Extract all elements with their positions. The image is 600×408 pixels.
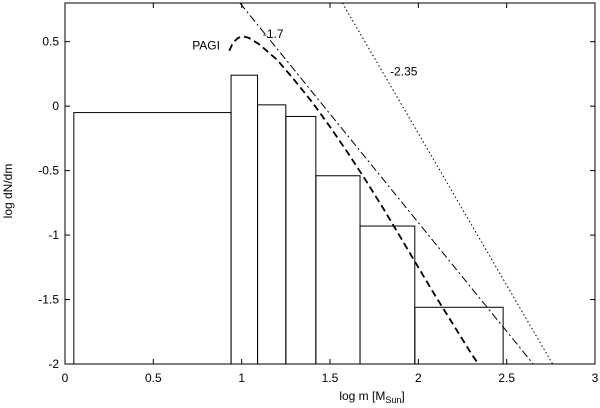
curve-dashed <box>228 35 480 365</box>
histogram-bar <box>73 112 232 365</box>
histogram-bar <box>257 104 287 365</box>
histogram-bar <box>285 115 317 365</box>
x-axis-label-end: ] <box>401 389 404 403</box>
histogram-bar <box>414 306 504 365</box>
y-tick-label: 0 <box>52 99 59 113</box>
histogram-bar <box>315 175 361 365</box>
x-tick-label: 3 <box>592 371 599 385</box>
x-tick-label: 0 <box>62 371 69 385</box>
curve-dashdot <box>239 2 534 365</box>
curve-annotation: -1.7 <box>263 27 284 41</box>
x-axis-ticks: 0 0.5 1 1.5 2 2.5 3 <box>62 3 599 385</box>
y-tick-label: -1.5 <box>38 293 59 307</box>
x-axis-label: log m [MSun] <box>339 389 404 405</box>
y-axis-ticks: 0.5 0 -0.5 -1 -1.5 -2 <box>38 35 595 371</box>
x-tick-label: 0.5 <box>145 371 162 385</box>
x-axis-label-subscript: Sun <box>385 395 401 405</box>
x-axis-label-main: log m [M <box>339 389 385 403</box>
y-axis-label: log dN/dm <box>1 164 15 219</box>
y-tick-label: -0.5 <box>38 164 59 178</box>
histogram-bar <box>230 74 259 365</box>
histogram-bars <box>73 74 504 365</box>
x-tick-label: 1 <box>238 371 245 385</box>
curve-annotations: PAGI -1.7 -2.35 <box>192 27 418 78</box>
x-tick-label: 2.5 <box>498 371 515 385</box>
curve-annotation: PAGI <box>192 39 220 53</box>
x-tick-label: 2 <box>415 371 422 385</box>
y-tick-label: -1 <box>48 228 59 242</box>
plot-frame <box>64 2 596 365</box>
y-tick-label: 0.5 <box>42 35 59 49</box>
model-curves <box>228 2 554 365</box>
curve-dotted <box>341 2 554 365</box>
y-tick-label: -2 <box>48 357 59 371</box>
curve-annotation: -2.35 <box>390 64 418 78</box>
x-tick-label: 1.5 <box>322 371 339 385</box>
